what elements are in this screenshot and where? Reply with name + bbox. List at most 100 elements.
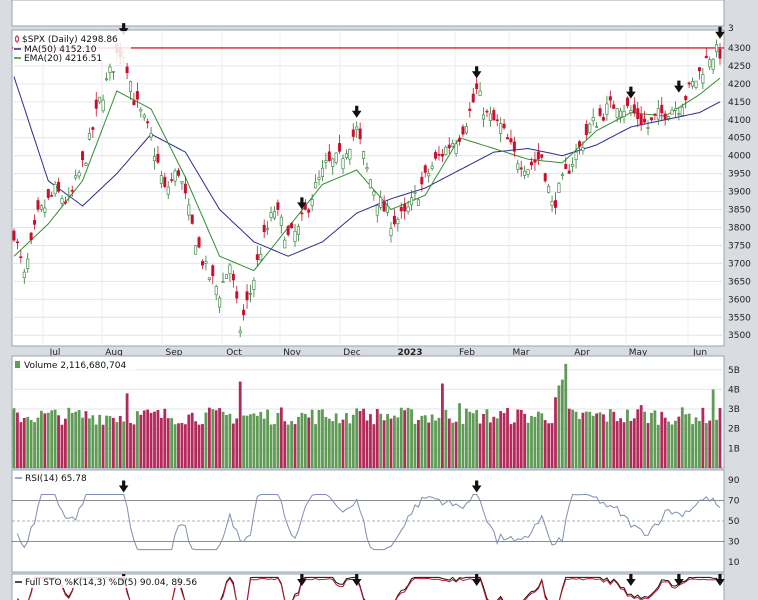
candle (526, 169, 530, 178)
candle-body (636, 108, 640, 120)
volume-tick-label: 1B (728, 444, 740, 454)
volume-bar (183, 424, 187, 468)
volume-bar (57, 415, 60, 468)
candle (331, 157, 335, 175)
volume-bar (365, 420, 369, 468)
candle-body (389, 228, 393, 237)
volume-bar (266, 409, 270, 468)
candle (591, 108, 595, 126)
volume-bar (417, 420, 420, 468)
volume-bar (111, 417, 115, 468)
candle-body (509, 138, 513, 143)
candle (84, 161, 88, 166)
down-arrow-icon (715, 574, 725, 586)
volume-bar (142, 410, 146, 468)
volume-bar (454, 421, 458, 468)
volume-bar (530, 415, 533, 468)
volume-bar (19, 422, 23, 468)
candle-body (581, 147, 585, 152)
price-tick-label: 3850 (728, 206, 751, 216)
volume-bar (60, 424, 64, 468)
candle (180, 180, 184, 191)
candle (266, 220, 270, 235)
candle-body (259, 254, 263, 261)
candle (475, 75, 479, 95)
candle (36, 197, 40, 213)
legend-item-ma50: MA(50) 4152.10 (14, 45, 97, 55)
candle (694, 80, 698, 90)
candle-body (461, 126, 465, 135)
candle-body (458, 138, 462, 142)
volume-bar (159, 417, 163, 468)
volume-bar (98, 414, 102, 468)
candle-body (111, 71, 115, 73)
volume-bar (303, 413, 307, 468)
volume-tick-label: 2B (728, 425, 740, 435)
candle (653, 113, 657, 121)
volume-bar (581, 412, 585, 468)
candle (94, 92, 98, 117)
down-arrow-icon (626, 574, 636, 586)
candle (358, 122, 362, 145)
down-arrow-icon (471, 66, 482, 79)
candle-body (646, 126, 650, 129)
volume-bar (526, 422, 530, 468)
volume-bar (684, 414, 688, 468)
candle-body (293, 230, 297, 242)
volume-bar (173, 424, 177, 468)
volume-bar (588, 411, 592, 468)
candle-body (677, 113, 681, 115)
candle-body (571, 163, 575, 167)
volume-bar (536, 411, 540, 468)
candle (252, 277, 256, 298)
volume-tick-label: 3B (728, 405, 740, 415)
volume-bar (290, 420, 294, 468)
candle-body (660, 104, 664, 114)
candle (46, 188, 50, 200)
sto-k-line (17, 575, 721, 600)
candle-body (303, 204, 307, 210)
candle (636, 101, 640, 128)
candle-body (639, 114, 643, 125)
candle (170, 172, 174, 183)
volume-bar (87, 418, 91, 468)
candle (471, 87, 475, 104)
volume-bar (84, 411, 88, 468)
price-gridlines (12, 47, 724, 336)
volume-bar (560, 379, 564, 468)
volume-bar (201, 424, 204, 468)
candle (646, 120, 650, 136)
candle-body (410, 197, 414, 206)
rsi-tick-label: 70 (728, 497, 740, 507)
candle (588, 122, 592, 135)
volume-bar (40, 410, 43, 468)
volume-bar (231, 423, 235, 468)
volume-bar (434, 420, 437, 468)
candle (129, 80, 133, 100)
candle-body (166, 186, 170, 195)
candle-body (149, 133, 153, 138)
volume-bar (218, 408, 222, 468)
candle-body (434, 152, 438, 159)
candle (643, 110, 647, 124)
volume-bar (22, 417, 26, 468)
rsi-tick-label: 10 (728, 558, 740, 568)
candle-body (218, 297, 222, 308)
candle-body (488, 113, 492, 121)
candle (557, 181, 561, 194)
candle-body (619, 110, 623, 118)
candle (290, 221, 294, 229)
x-tick-label: Oct (226, 348, 242, 358)
down-arrow-icon (715, 26, 725, 39)
volume-bar (64, 418, 67, 468)
volume-bar (458, 403, 461, 468)
candle (355, 121, 359, 139)
volume-bar (519, 409, 523, 468)
down-arrow-icon (297, 197, 307, 210)
candle (656, 99, 660, 126)
candle (403, 197, 407, 220)
candle (506, 133, 510, 140)
price-tick-label: 3950 (728, 170, 751, 180)
candle (488, 106, 492, 127)
candle-body (132, 100, 136, 106)
